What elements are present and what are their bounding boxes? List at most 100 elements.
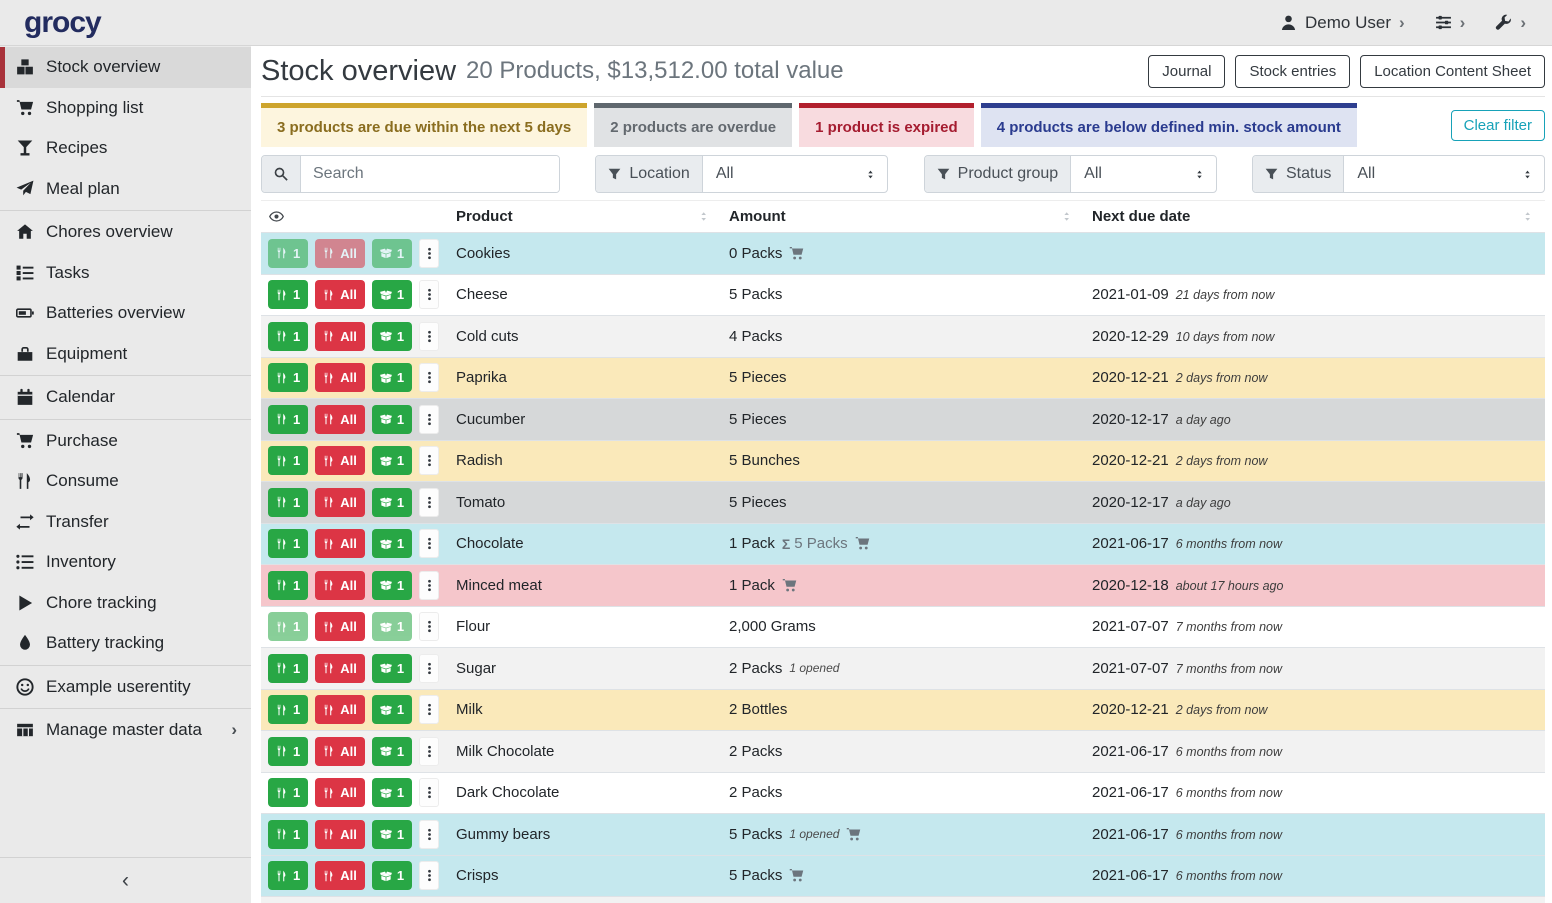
- shopping-cart-icon[interactable]: [789, 868, 804, 883]
- status-filter-banner[interactable]: 1 product is expired: [799, 103, 974, 147]
- open-one-button[interactable]: 1: [371, 529, 413, 559]
- consume-all-button[interactable]: All: [315, 612, 365, 642]
- sidebar-item-manage-master-data[interactable]: Manage master data ›: [0, 710, 251, 751]
- product-name[interactable]: Milk: [456, 701, 483, 719]
- consume-one-button[interactable]: 1: [268, 819, 309, 849]
- sidebar-item-inventory[interactable]: Inventory: [0, 542, 251, 583]
- consume-all-button[interactable]: All: [315, 736, 365, 766]
- status-filter-banner[interactable]: 4 products are below defined min. stock …: [980, 103, 1357, 147]
- open-one-button[interactable]: 1: [371, 280, 413, 310]
- consume-one-button[interactable]: 1: [268, 861, 309, 891]
- consume-one-button[interactable]: 1: [268, 487, 309, 517]
- sidebar-item-purchase[interactable]: Purchase: [0, 421, 251, 462]
- consume-one-button[interactable]: 1: [268, 238, 309, 268]
- product-name[interactable]: Chocolate: [456, 535, 524, 553]
- filter-select[interactable]: All: [1344, 156, 1544, 192]
- stock-entries-button[interactable]: Stock entries: [1235, 54, 1351, 88]
- product-name[interactable]: Cold cuts: [456, 327, 519, 345]
- consume-all-button[interactable]: All: [315, 529, 365, 559]
- status-filter-banner[interactable]: 2 products are overdue: [594, 103, 793, 147]
- open-one-button[interactable]: 1: [371, 404, 413, 434]
- row-menu-button[interactable]: [419, 861, 440, 891]
- sidebar-item-recipes[interactable]: Recipes: [0, 128, 251, 169]
- sidebar-item-meal-plan[interactable]: Meal plan: [0, 169, 251, 210]
- sidebar-item-batteries-overview[interactable]: Batteries overview: [0, 293, 251, 334]
- product-name[interactable]: Tomato: [456, 493, 506, 511]
- row-menu-button[interactable]: [419, 736, 440, 766]
- consume-one-button[interactable]: 1: [268, 404, 309, 434]
- shopping-cart-icon[interactable]: [782, 578, 797, 593]
- row-menu-button[interactable]: [419, 819, 440, 849]
- product-name[interactable]: Cookies: [456, 244, 511, 262]
- product-name[interactable]: Sugar: [456, 659, 497, 677]
- product-name[interactable]: Milk Chocolate: [456, 742, 555, 760]
- product-name[interactable]: Radish: [456, 452, 503, 470]
- consume-all-button[interactable]: All: [315, 653, 365, 683]
- open-one-button[interactable]: 1: [371, 695, 413, 725]
- journal-button[interactable]: Journal: [1148, 54, 1226, 88]
- consume-all-button[interactable]: All: [315, 238, 365, 268]
- open-one-button[interactable]: 1: [371, 736, 413, 766]
- clear-filter-button[interactable]: Clear filter: [1450, 109, 1545, 141]
- sidebar-item-chores-overview[interactable]: Chores overview: [0, 212, 251, 253]
- sidebar-item-battery-tracking[interactable]: Battery tracking: [0, 623, 251, 664]
- open-one-button[interactable]: 1: [371, 238, 413, 268]
- product-name[interactable]: Minced meat: [456, 576, 542, 594]
- sidebar-item-tasks[interactable]: Tasks: [0, 253, 251, 294]
- shopping-cart-icon[interactable]: [846, 827, 861, 842]
- open-one-button[interactable]: 1: [371, 778, 413, 808]
- open-one-button[interactable]: 1: [371, 363, 413, 393]
- consume-one-button[interactable]: 1: [268, 736, 309, 766]
- sidebar-item-consume[interactable]: Consume: [0, 461, 251, 502]
- consume-all-button[interactable]: All: [315, 778, 365, 808]
- column-header-amount[interactable]: Amount: [721, 201, 1084, 232]
- row-menu-button[interactable]: [419, 487, 440, 517]
- open-one-button[interactable]: 1: [371, 570, 413, 600]
- product-name[interactable]: Crisps: [456, 867, 499, 885]
- consume-one-button[interactable]: 1: [268, 570, 309, 600]
- column-header-product[interactable]: Product: [448, 201, 721, 232]
- sidebar-item-chore-tracking[interactable]: Chore tracking: [0, 583, 251, 624]
- user-menu[interactable]: Demo User ›: [1280, 13, 1405, 33]
- consume-all-button[interactable]: All: [315, 404, 365, 434]
- consume-all-button[interactable]: All: [315, 321, 365, 351]
- row-menu-button[interactable]: [419, 653, 440, 683]
- product-name[interactable]: Dark Chocolate: [456, 784, 560, 802]
- sidebar-item-stock-overview[interactable]: Stock overview: [0, 47, 251, 88]
- consume-one-button[interactable]: 1: [268, 363, 309, 393]
- row-menu-button[interactable]: [419, 363, 440, 393]
- admin-menu[interactable]: ›: [1495, 13, 1526, 33]
- row-menu-button[interactable]: [419, 321, 440, 351]
- consume-one-button[interactable]: 1: [268, 612, 309, 642]
- consume-one-button[interactable]: 1: [268, 778, 309, 808]
- column-visibility-header[interactable]: [261, 201, 448, 232]
- open-one-button[interactable]: 1: [371, 819, 413, 849]
- open-one-button[interactable]: 1: [371, 653, 413, 683]
- consume-all-button[interactable]: All: [315, 570, 365, 600]
- product-name[interactable]: Flour: [456, 618, 491, 636]
- column-header-next-due-date[interactable]: Next due date: [1084, 201, 1545, 232]
- row-menu-button[interactable]: [419, 529, 440, 559]
- row-menu-button[interactable]: [419, 612, 440, 642]
- consume-all-button[interactable]: All: [315, 446, 365, 476]
- consume-all-button[interactable]: All: [315, 819, 365, 849]
- product-name[interactable]: Gummy bears: [456, 825, 551, 843]
- consume-one-button[interactable]: 1: [268, 653, 309, 683]
- row-menu-button[interactable]: [419, 778, 440, 808]
- consume-all-button[interactable]: All: [315, 363, 365, 393]
- row-menu-button[interactable]: [419, 695, 440, 725]
- row-menu-button[interactable]: [419, 446, 440, 476]
- open-one-button[interactable]: 1: [371, 612, 413, 642]
- sidebar-item-transfer[interactable]: Transfer: [0, 502, 251, 543]
- row-menu-button[interactable]: [419, 570, 440, 600]
- consume-all-button[interactable]: All: [315, 695, 365, 725]
- consume-one-button[interactable]: 1: [268, 446, 309, 476]
- consume-one-button[interactable]: 1: [268, 321, 309, 351]
- row-menu-button[interactable]: [419, 238, 440, 268]
- product-name[interactable]: Paprika: [456, 369, 507, 387]
- sidebar-item-calendar[interactable]: Calendar: [0, 377, 251, 418]
- settings-menu[interactable]: ›: [1435, 13, 1465, 33]
- filter-select[interactable]: All: [703, 156, 888, 192]
- product-name[interactable]: Cucumber: [456, 410, 526, 428]
- sidebar-item-shopping-list[interactable]: Shopping list: [0, 88, 251, 129]
